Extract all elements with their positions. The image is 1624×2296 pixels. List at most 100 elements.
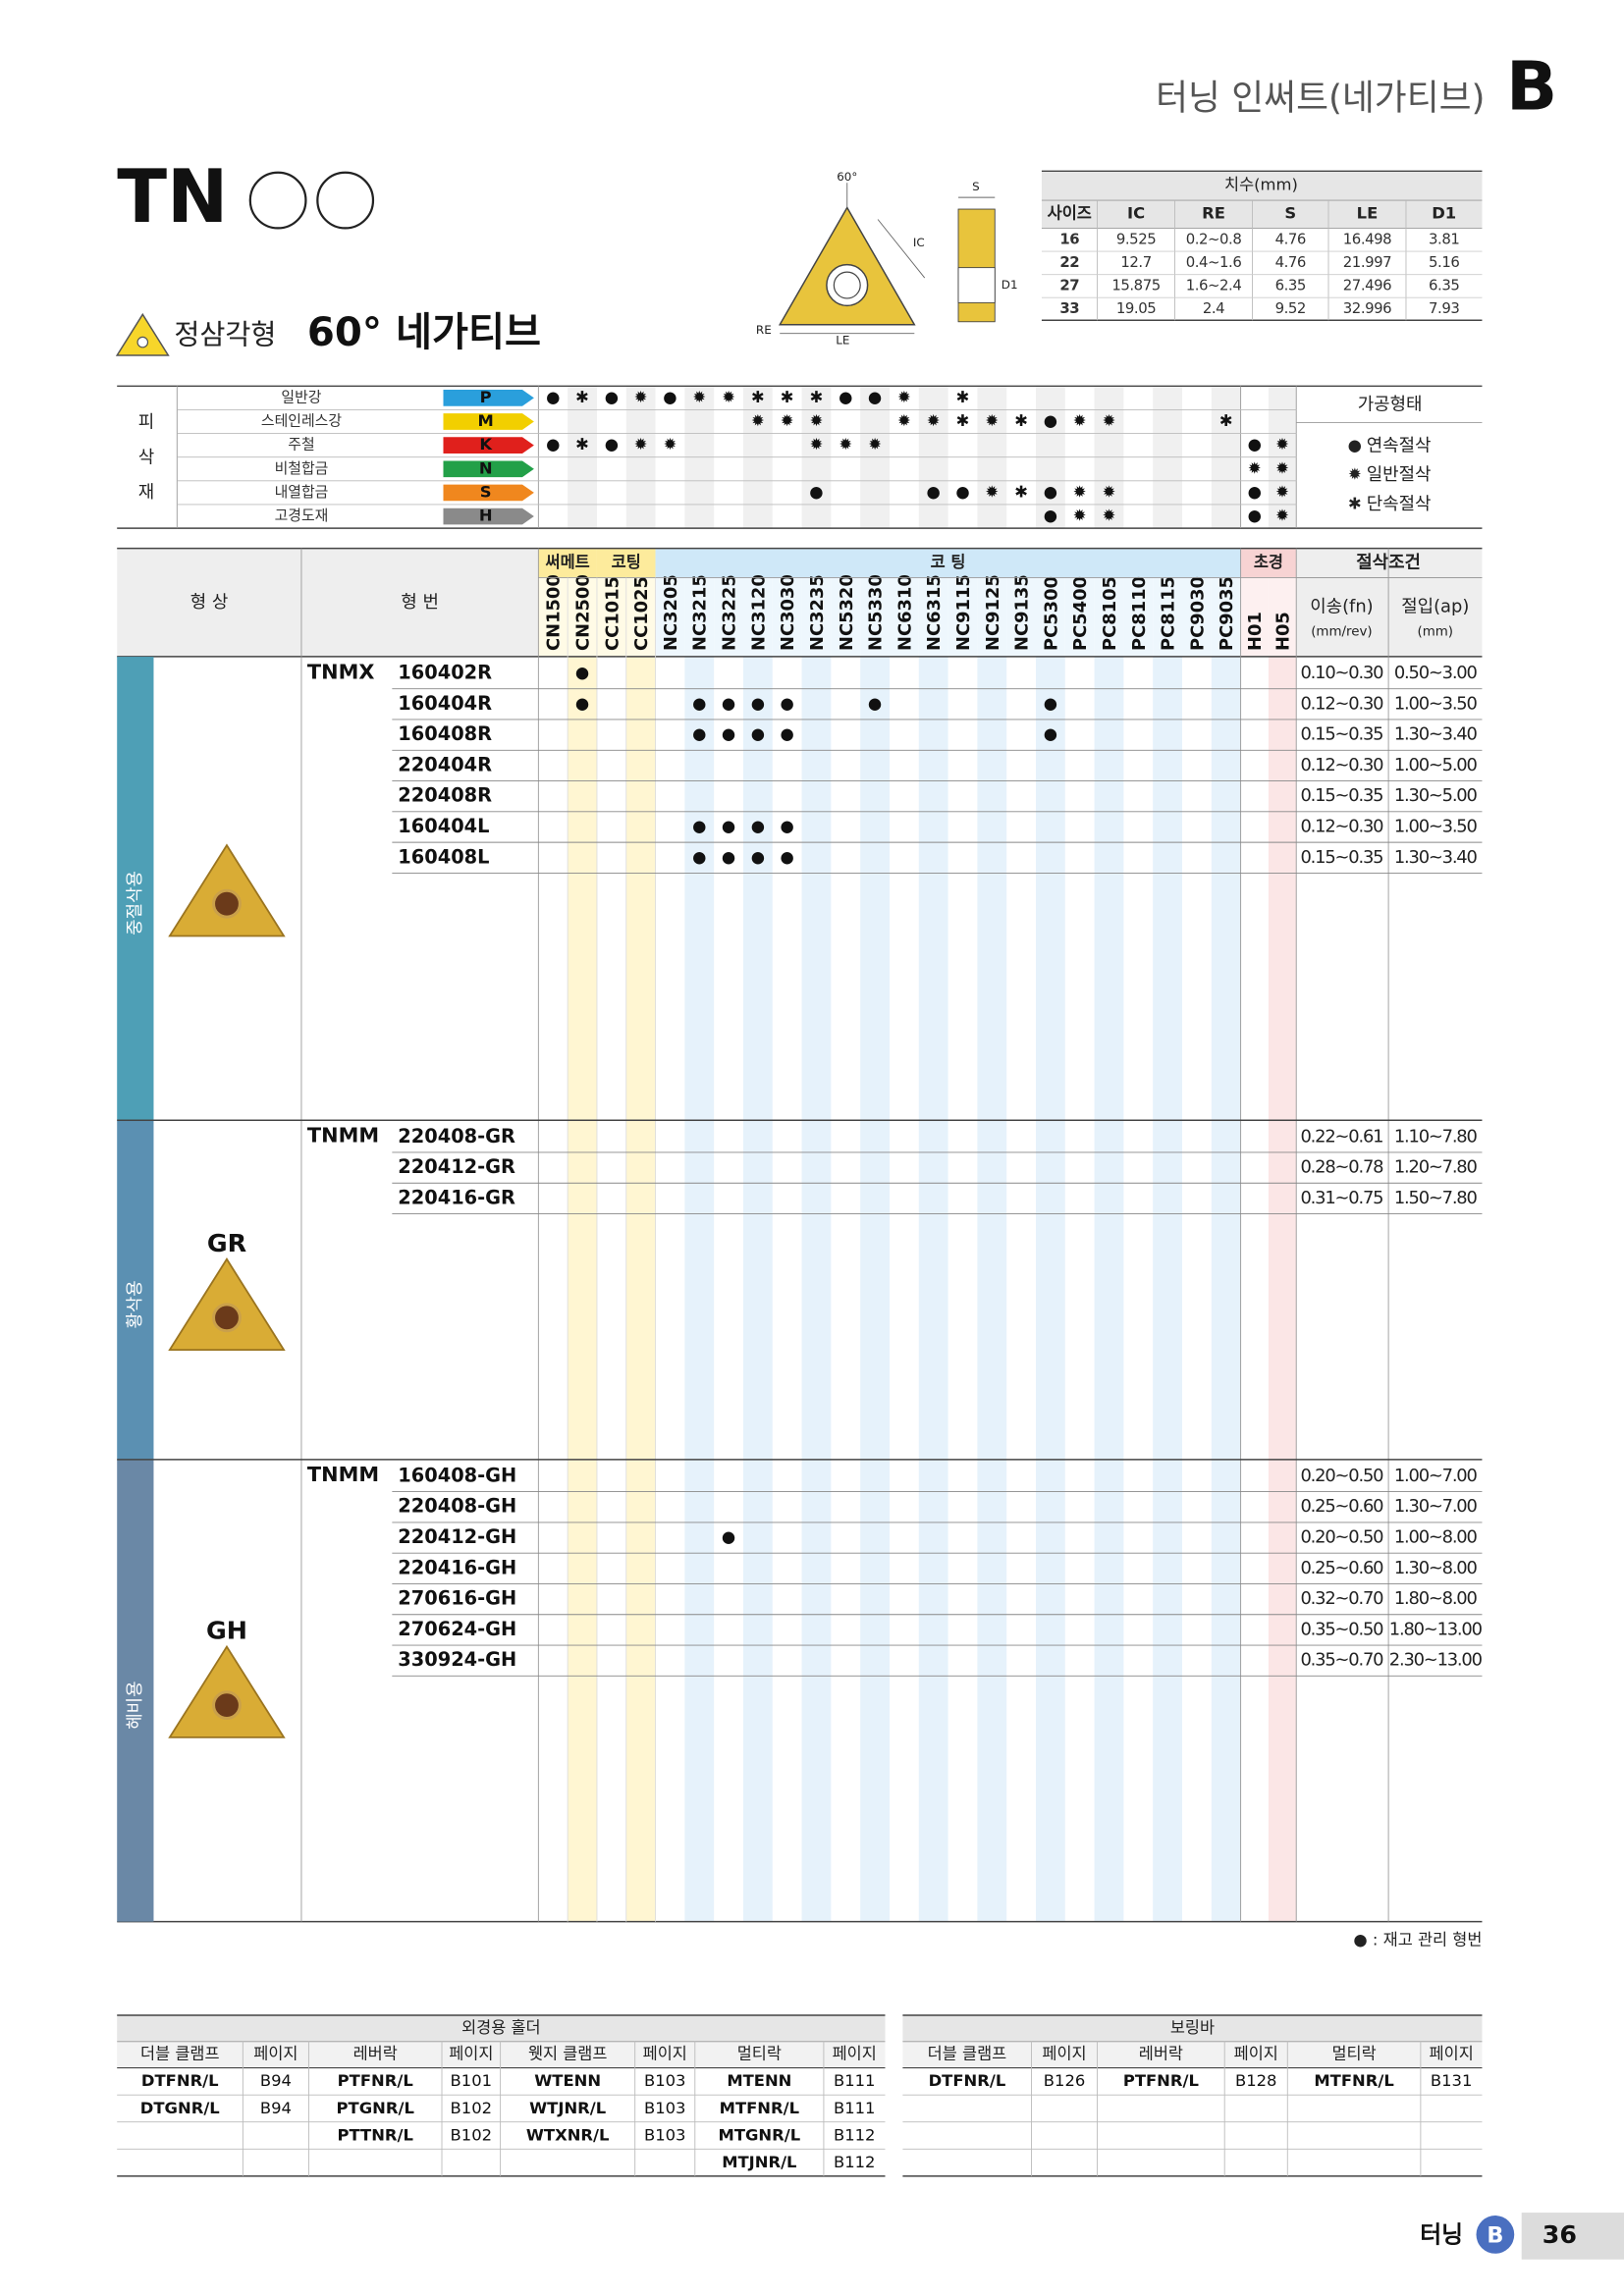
cell-text: 21.997 [1343,253,1391,271]
cell-text: P [480,388,492,406]
usage-symbol: ● [546,435,560,454]
insert-image-hole [212,1303,242,1333]
cell-text: LE [1357,204,1379,223]
column-tint [1153,656,1182,1922]
footer-letter: B [1487,2222,1503,2248]
cell-text: 고경도재 [275,507,329,524]
cell-text: 60° [837,170,857,184]
cell-text: 0.10~0.30 [1301,663,1384,683]
column-tint [1211,656,1241,1922]
grade-header-bg [801,577,832,657]
grade-name: CN1500 [544,574,565,651]
grade-header-bg [684,577,715,657]
cell-text: 0.12~0.30 [1301,816,1384,836]
shape-icon-hole [136,336,149,348]
cell-text: DTFNR/L [141,2071,219,2090]
series: TNMM [307,1124,379,1148]
series: TNMX [307,660,374,683]
stock-dot: ● [722,724,735,743]
grade-name: NC6310 [894,574,915,651]
grade-header-bg [1240,577,1269,657]
usage-symbol: ✹ [985,411,999,430]
grade-name: PC5400 [1070,576,1091,651]
grade-header-bg [977,577,1007,657]
grade-name: NC3205 [661,574,681,651]
group-strip [117,1120,154,1460]
cell-text: 0.4~1.6 [1186,253,1242,271]
grade-name: PC8105 [1100,576,1120,651]
usage-symbol: ● [663,388,677,406]
usage-symbol: ✱ [956,411,970,430]
grade-header-bg [1268,577,1297,657]
cell-text: 0.25~0.60 [1301,1496,1384,1517]
cell-text: 1.30~7.00 [1394,1496,1478,1517]
footnote: ● : 재고 관리 형번 [1353,1930,1482,1949]
cell-text: 1.80~8.00 [1394,1588,1478,1609]
cell-text: 16.498 [1343,230,1391,247]
placeholder-circle [248,171,307,230]
grade-header-bg [568,577,597,657]
cell-text: 12.7 [1120,253,1151,271]
cell-text: PTTNR/L [337,2125,412,2144]
stock-dot: ● [692,847,706,866]
cell-text: 단속절삭 [1367,494,1432,514]
grade-name: NC3225 [720,574,740,651]
usage-symbol: ✹ [897,388,911,406]
cell-text: 2.30~13.00 [1389,1650,1483,1671]
grade-header-bg [1123,577,1154,657]
stock-dot: ● [781,724,794,743]
usage-symbol: ● [1044,411,1057,430]
usage-symbol: ✱ [1219,411,1233,430]
grade-header-bg [655,577,685,657]
cell-text: 220408R [398,784,492,807]
cell-text: 더블 클램프 [928,2045,1007,2063]
cell-text: LE [836,334,849,347]
cell-text: 0.12~0.30 [1301,693,1384,714]
grade-name: H05 [1273,612,1294,651]
usage-symbol: ✹ [839,435,852,454]
usage-symbol: ● [1044,482,1057,501]
cell-text: 7.93 [1429,299,1459,317]
grade-header-bg [625,577,656,657]
cell-text: 멀티락 [737,2045,782,2063]
stock-dot: ● [1044,724,1057,743]
stock-dot: ● [692,694,706,713]
cell-text: 페이지 [1234,2045,1278,2063]
group-strip [117,1459,154,1922]
column-tint [977,656,1007,1922]
stock-dot: ● [868,694,882,713]
side-view [957,208,996,323]
cell-text: 160408-GH [398,1464,516,1486]
grade-header-bg [1064,577,1095,657]
cell-text: 1.30~3.40 [1394,847,1478,868]
cell-text: RE [756,323,772,337]
stock-dot: ● [751,724,765,743]
usage-symbol: ● [809,482,823,501]
cell-text: 0.31~0.75 [1301,1188,1383,1208]
cell-text: 220416-GR [398,1186,515,1208]
cell-text: 0.32~0.70 [1301,1588,1384,1609]
cell-text: B131 [1431,2071,1473,2090]
cell-text: 1.80~13.00 [1389,1619,1483,1639]
cell-text: B94 [260,2071,292,2090]
cell-text: 페이지 [1042,2045,1086,2063]
cell-text: 레버락 [353,2045,398,2063]
cell-text: 32.996 [1343,299,1391,317]
column-tint [1268,656,1297,1922]
cell-text: 9.525 [1116,230,1156,247]
grade-name: NC6315 [924,574,945,651]
cell-text: ● [1348,436,1362,454]
cell-text: 피 [138,412,154,433]
material-badge [443,507,534,525]
product-code: TN [117,154,228,240]
usage-symbol: ✹ [1275,458,1289,477]
dim-line [877,219,926,279]
insert-image-hole [212,888,242,919]
cell-text: 써메트 [546,553,590,571]
cell-text: B112 [834,2125,876,2144]
cell-text: 0.15~0.35 [1301,724,1383,745]
cell-text: 27 [1059,276,1079,294]
usage-symbol: ✹ [634,435,648,454]
cell-text: 0.20~0.50 [1301,1466,1384,1486]
cell-text: 3.81 [1429,230,1459,247]
